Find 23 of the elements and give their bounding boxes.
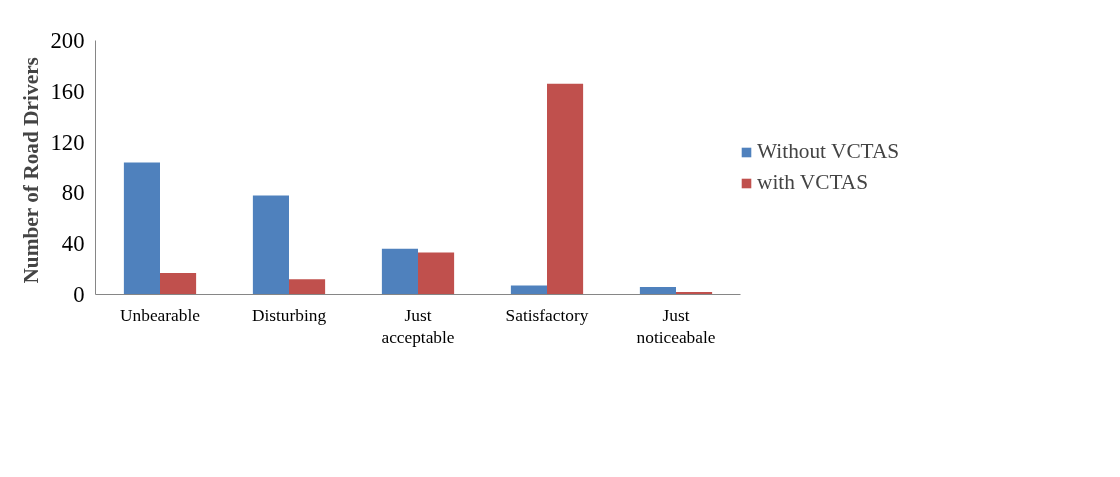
y-tick-label: 40 bbox=[61, 231, 85, 257]
bar bbox=[418, 252, 455, 295]
x-tick-label: Disturbing bbox=[251, 305, 327, 325]
bar bbox=[252, 195, 289, 295]
x-tick-label: Unbearable bbox=[120, 305, 201, 325]
x-tick-label: Just acceptable bbox=[381, 305, 455, 348]
y-axis-title: Number of Road Drivers bbox=[18, 57, 43, 284]
bar bbox=[289, 279, 326, 295]
legend-label: with VCTAS bbox=[757, 170, 869, 195]
y-tick-label: 80 bbox=[61, 180, 85, 206]
y-tick-label: 0 bbox=[73, 282, 85, 307]
y-tick-label: 160 bbox=[50, 78, 85, 104]
y-tick-label: 200 bbox=[50, 28, 85, 53]
y-tick-label: 120 bbox=[50, 129, 85, 155]
bar bbox=[510, 285, 547, 295]
bar bbox=[547, 83, 584, 295]
legend-label: Without VCTAS bbox=[757, 139, 900, 164]
x-tick-label: Just noticeabale bbox=[636, 305, 716, 348]
bar bbox=[639, 286, 676, 295]
x-tick-label: Satisfactory bbox=[505, 305, 589, 325]
bar bbox=[123, 162, 160, 295]
bar bbox=[160, 272, 197, 295]
bar bbox=[381, 248, 418, 295]
